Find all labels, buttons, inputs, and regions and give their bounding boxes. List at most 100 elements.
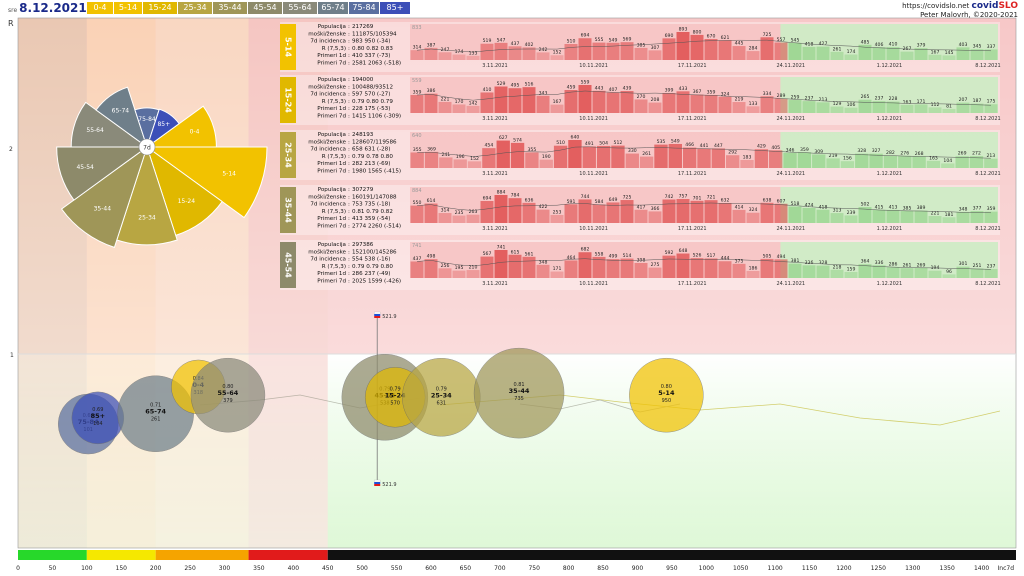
age-button-0-4[interactable]: 0-4 <box>87 2 113 14</box>
stat-value: 228 175 (-53) <box>352 106 390 112</box>
age-button-65-74[interactable]: 65-74 <box>318 2 348 14</box>
panel-bar-value: 648 <box>679 248 688 254</box>
panel-bar <box>886 209 900 223</box>
radial-segment-45-54[interactable] <box>56 146 149 201</box>
panel-bar-value: 615 <box>511 249 520 255</box>
stat-separator: : <box>348 114 350 120</box>
bubble-circle[interactable] <box>473 347 565 439</box>
panel-bar <box>718 96 732 113</box>
panel-bar-value: 256 <box>441 263 450 269</box>
radial-segment-5-14[interactable] <box>145 146 268 219</box>
panel-bar <box>774 98 788 113</box>
panel-bar-value: 535 <box>657 139 666 145</box>
panel-bar <box>941 163 955 168</box>
panel-bar <box>984 104 998 113</box>
panel-bar <box>410 152 424 168</box>
panel-bar <box>522 256 536 278</box>
panel-bar <box>914 267 928 278</box>
panel-date-label: 24.11.2021 <box>776 171 805 177</box>
stat-label: Primeri 7d <box>317 61 346 67</box>
panel-bar-value: 218 <box>833 264 842 270</box>
panel-bar <box>424 47 438 60</box>
panel-bar-value: 129 <box>833 101 842 107</box>
radial-segment-35-44[interactable] <box>60 145 148 249</box>
panel-bar-value: 386 <box>427 88 436 94</box>
panel-bar-value: 499 <box>609 254 618 260</box>
radial-segment-65-74[interactable] <box>95 86 148 149</box>
radial-segment-label: 85+ <box>157 121 170 128</box>
panel-bar <box>508 198 522 223</box>
panel-bar-value: 574 <box>513 137 522 143</box>
panel-bar-value: 418 <box>819 204 828 210</box>
age-button-5-14[interactable]: 5-14 <box>114 2 142 14</box>
panel-bar-value: 517 <box>707 253 716 259</box>
x-tick-label: 1250 <box>871 565 886 572</box>
stat-label: Primeri 1d <box>317 53 346 59</box>
bubble-circle[interactable] <box>629 357 704 433</box>
site-url[interactable]: https://covidslo.net <box>902 2 970 10</box>
panel-date-label: 24.11.2021 <box>776 63 805 69</box>
panel-45-54: 45-54Populacija:297386moški/ženske:15210… <box>280 240 1001 290</box>
stat-value: 194000 <box>352 77 374 83</box>
panel-bar-value: 270 <box>637 94 646 100</box>
panel-bar-value: 640 <box>571 135 580 141</box>
panel-bar-value: 884 <box>497 190 506 196</box>
panel-bar <box>718 40 732 60</box>
radial-segment-85plus[interactable] <box>146 108 180 149</box>
panel-bar <box>606 42 620 60</box>
panel-date-label: 8.12.2021 <box>975 63 1000 69</box>
panel-bar <box>480 92 494 113</box>
panel-bar-value: 275 <box>651 262 660 268</box>
panel-bar <box>883 155 898 168</box>
age-button-45-54[interactable]: 45-54 <box>248 2 282 14</box>
bubble-circle[interactable] <box>190 357 266 433</box>
panel-bar <box>592 204 606 223</box>
panel-bar-value: 183 <box>743 154 752 160</box>
panel-bar <box>676 253 690 278</box>
stat-value: 282 213 (-69) <box>352 161 390 167</box>
panel-bar <box>410 205 424 223</box>
age-button-55-64[interactable]: 55-64 <box>283 2 317 14</box>
radial-chart: 0-4 5-14 15-24 25-34 35-44 45-54 55-64 65-74 75-… <box>56 86 268 249</box>
panel-group-badge <box>280 242 296 288</box>
age-button-15-24[interactable]: 15-24 <box>143 2 177 14</box>
panel-bar-value: 355 <box>528 147 537 153</box>
age-button-75-84[interactable]: 75-84 <box>349 2 379 14</box>
stat-label: 7d incidenca <box>310 202 346 208</box>
panel-bar <box>732 263 746 278</box>
y-tick-label: 1 <box>10 352 14 359</box>
stat-value: 2774 2260 (-514) <box>352 224 401 230</box>
panel-bar-value: 636 <box>525 197 534 203</box>
stat-label: 7d incidenca <box>310 92 346 98</box>
panel-bar-value: 194 <box>931 265 940 271</box>
panel-bar <box>760 258 774 278</box>
panel-bar-value: 259 <box>791 95 800 101</box>
x-tick-label: 400 <box>288 565 300 572</box>
radial-segment-55-64[interactable] <box>70 101 149 148</box>
panel-bar <box>592 42 606 60</box>
panel-bar-value: 328 <box>857 148 866 154</box>
panel-bar <box>592 256 606 278</box>
panel-bar-value: 422 <box>539 204 548 210</box>
panel-35-44: 35-44Populacija:307279moški/ženske:16019… <box>280 185 1001 235</box>
panel-bar-value: 375 <box>735 258 744 264</box>
panel-bar-value: 348 <box>959 206 968 212</box>
panel-date-label: 1.12.2021 <box>877 171 902 177</box>
panel-bar-value: 466 <box>685 142 694 148</box>
age-button-85plus[interactable]: 85+ <box>380 2 410 14</box>
brand-logo[interactable]: covidSLO <box>971 1 1018 11</box>
panel-bar-value: 301 <box>959 261 968 267</box>
panel-bar <box>812 154 826 168</box>
panel-bar <box>620 258 634 278</box>
age-button-25-34[interactable]: 25-34 <box>178 2 212 14</box>
age-button-35-44[interactable]: 35-44 <box>213 2 247 14</box>
panel-bar-value: 175 <box>987 99 996 105</box>
stat-label: Primeri 7d <box>317 279 346 285</box>
panel-bar <box>984 211 998 223</box>
panel-date-label: 1.12.2021 <box>877 116 902 122</box>
